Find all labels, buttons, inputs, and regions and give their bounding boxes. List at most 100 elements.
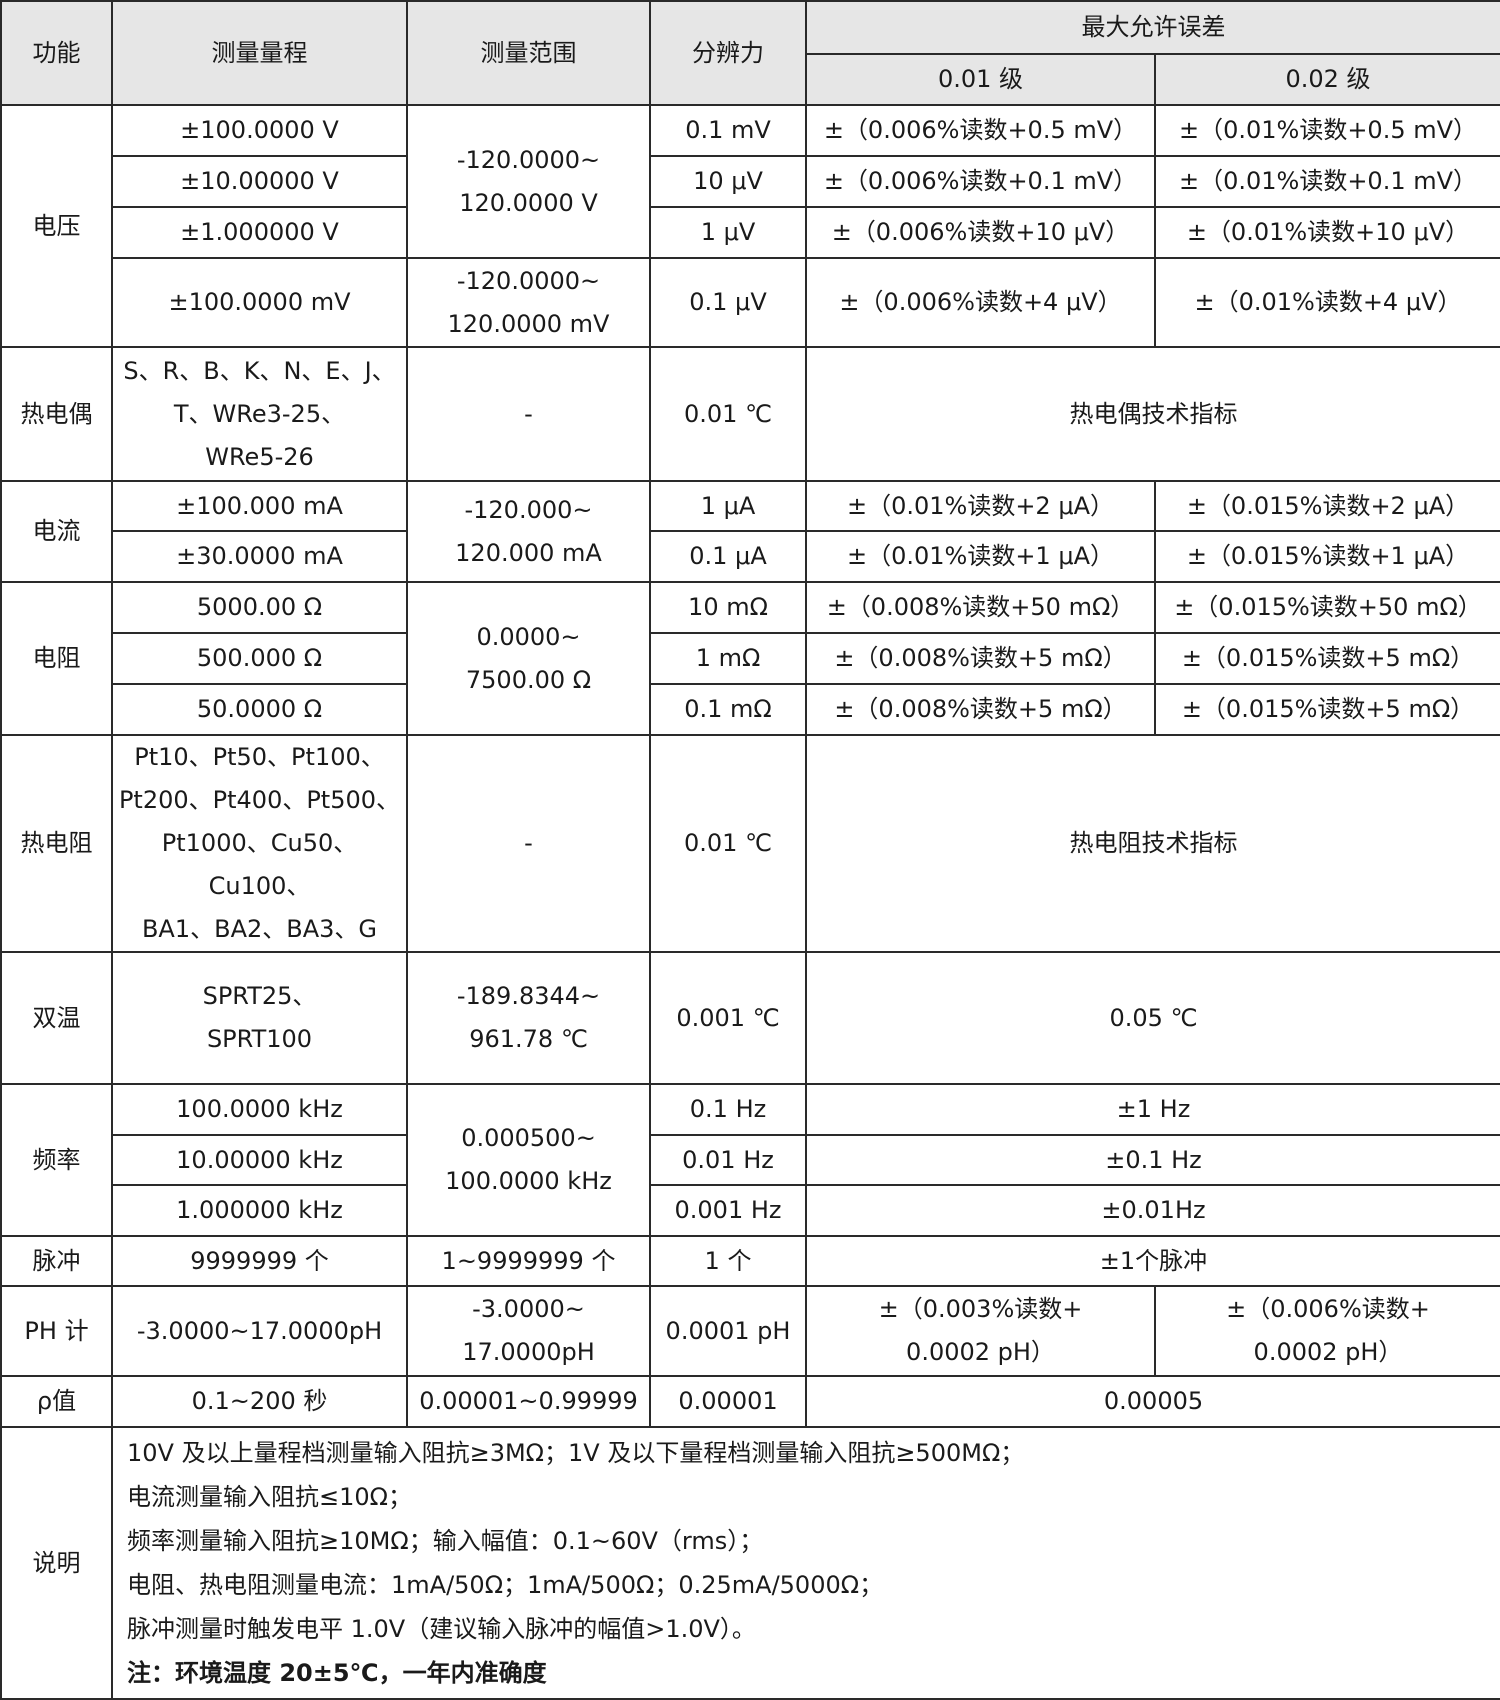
cell: ±（0.01%读数+10 μV） [1154,206,1500,259]
cell: ±1个脉冲 [805,1235,1500,1287]
header-range-name: 测量量程 [111,0,408,106]
cell: ±（0.006%读数+0.1 mV） [805,155,1156,208]
cell: 0.1 μA [649,530,807,583]
notes-content: 10V 及以上量程档测量输入阻抗≥3MΩ；1V 及以下量程档测量输入阻抗≥500… [111,1426,1500,1700]
header-grade-002: 0.02 级 [1154,53,1500,106]
cell: ±1.000000 V [111,206,408,259]
header-grade-001: 0.01 级 [805,53,1156,106]
cell: ±30.0000 mA [111,530,408,583]
cell: -120.000~ 120.000 mA [406,480,651,583]
cell: 0.1 mV [649,104,807,157]
cell: ±（0.01%读数+4 μV） [1154,257,1500,348]
function-dual-temp: 双温 [0,951,113,1085]
cell: ±10.00000 V [111,155,408,208]
function-voltage: 电压 [0,104,113,348]
cell: -3.0000~17.0000pH [406,1285,651,1377]
cell: ±（0.015%读数+1 μA） [1154,530,1500,583]
cell: 10.00000 kHz [111,1134,408,1186]
cell: ±（0.01%读数+2 μA） [805,480,1156,532]
note-line: 电阻、热电阻测量电流：1mA/50Ω；1mA/500Ω；0.25mA/5000Ω… [127,1571,884,1599]
cell: ±（0.008%读数+50 mΩ） [805,581,1156,634]
cell: 0.1 Hz [649,1083,807,1136]
cell: - [406,734,651,953]
header-function: 功能 [0,0,113,106]
function-resistance: 电阻 [0,581,113,736]
cell: 热电阻技术指标 [805,734,1500,953]
cell: ±（0.003%读数+ 0.0002 pH） [805,1285,1156,1377]
cell: 50.0000 Ω [111,683,408,736]
function-pulse: 脉冲 [0,1235,113,1287]
cell: ±100.0000 V [111,104,408,157]
cell: 0.00001~0.99999 [406,1375,651,1428]
cell: 0.1~200 秒 [111,1375,408,1428]
cell: 100.0000 kHz [111,1083,408,1136]
header-resolution: 分辨力 [649,0,807,106]
cell: ±（0.015%读数+5 mΩ） [1154,683,1500,736]
cell: 0.001 Hz [649,1184,807,1237]
function-rtd: 热电阻 [0,734,113,953]
cell: 10 mΩ [649,581,807,634]
function-thermocouple: 热电偶 [0,346,113,482]
cell: ±（0.006%读数+0.5 mV） [805,104,1156,157]
cell: 0.000500~ 100.0000 kHz [406,1083,651,1237]
cell: 9999999 个 [111,1235,408,1287]
cell: 0.00005 [805,1375,1500,1428]
cell: ±（0.015%读数+5 mΩ） [1154,632,1500,685]
function-current: 电流 [0,480,113,583]
function-frequency: 频率 [0,1083,113,1237]
cell: 0.1 mΩ [649,683,807,736]
cell: ±（0.006%读数+10 μV） [805,206,1156,259]
cell: 1 个 [649,1235,807,1287]
cell: 0.0000~ 7500.00 Ω [406,581,651,736]
cell: ±（0.008%读数+5 mΩ） [805,632,1156,685]
cell: 0.1 μV [649,257,807,348]
cell: 1~9999999 个 [406,1235,651,1287]
cell: ±（0.015%读数+2 μA） [1154,480,1500,532]
cell: ±100.0000 mV [111,257,408,348]
cell: 热电偶技术指标 [805,346,1500,482]
note-line: 脉冲测量时触发电平 1.0V（建议输入脉冲的幅值>1.0V）。 [127,1615,756,1643]
cell: 0.01 ℃ [649,734,807,953]
cell: ±100.000 mA [111,480,408,532]
note-line: 频率测量输入阻抗≥10MΩ；输入幅值：0.1~60V（rms）； [127,1527,764,1555]
cell: -120.0000~ 120.0000 mV [406,257,651,348]
cell: ±（0.006%读数+ 0.0002 pH） [1154,1285,1500,1377]
cell: ±（0.01%读数+0.5 mV） [1154,104,1500,157]
cell: SPRT25、 SPRT100 [111,951,408,1085]
function-rho: ρ值 [0,1375,113,1428]
notes-label: 说明 [0,1426,113,1700]
cell: 1 μA [649,480,807,532]
cell: -120.0000~ 120.0000 V [406,104,651,259]
cell: 0.00001 [649,1375,807,1428]
cell: 10 μV [649,155,807,208]
header-max-error: 最大允许误差 [805,0,1500,55]
cell: 0.05 ℃ [805,951,1500,1085]
cell: 500.000 Ω [111,632,408,685]
header-measure-range: 测量范围 [406,0,651,106]
cell: -3.0000~17.0000pH [111,1285,408,1377]
cell: - [406,346,651,482]
cell: 1 mΩ [649,632,807,685]
cell: ±（0.01%读数+0.1 mV） [1154,155,1500,208]
cell: 0.0001 pH [649,1285,807,1377]
cell: S、R、B、K、N、E、J、 T、WRe3-25、 WRe5-26 [111,346,408,482]
cell: 1.000000 kHz [111,1184,408,1237]
cell: 0.001 ℃ [649,951,807,1085]
cell: ±0.1 Hz [805,1134,1500,1186]
cell: ±（0.01%读数+1 μA） [805,530,1156,583]
cell: ±（0.006%读数+4 μV） [805,257,1156,348]
cell: ±（0.008%读数+5 mΩ） [805,683,1156,736]
cell: 1 μV [649,206,807,259]
cell: ±（0.015%读数+50 mΩ） [1154,581,1500,634]
function-ph: PH 计 [0,1285,113,1377]
cell: ±0.01Hz [805,1184,1500,1237]
cell: ±1 Hz [805,1083,1500,1136]
cell: 0.01 ℃ [649,346,807,482]
cell: -189.8344~ 961.78 ℃ [406,951,651,1085]
cell: 5000.00 Ω [111,581,408,634]
note-line: 10V 及以上量程档测量输入阻抗≥3MΩ；1V 及以下量程档测量输入阻抗≥500… [127,1439,1025,1467]
cell: Pt10、Pt50、Pt100、 Pt200、Pt400、Pt500、 Pt1000… [111,734,408,953]
cell: 0.01 Hz [649,1134,807,1186]
note-line: 电流测量输入阻抗≤10Ω； [127,1483,412,1511]
